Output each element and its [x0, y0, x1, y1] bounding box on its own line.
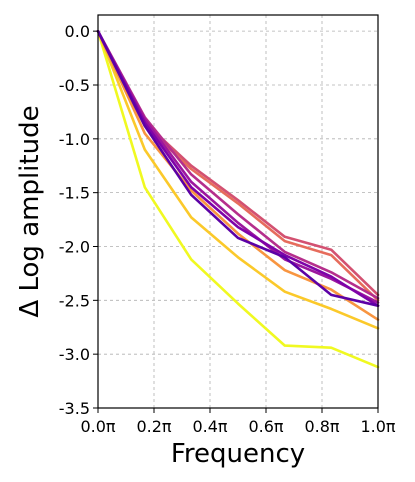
x-tick-label: 0.0π: [80, 417, 115, 436]
series-line-3: [96, 29, 380, 322]
x-tick-label: 0.4π: [192, 417, 227, 436]
series-line-5: [96, 29, 380, 297]
y-tick-label: -1.0: [59, 130, 90, 149]
series-line-4: [96, 29, 380, 302]
x-axis-title: Frequency: [171, 439, 305, 469]
y-tick-label: -3.5: [59, 399, 90, 418]
y-tick-label: 0.0: [65, 22, 90, 41]
y-tick-label: -2.5: [59, 291, 90, 310]
y-tick-label: -3.0: [59, 345, 90, 364]
series-lines: [96, 29, 380, 369]
plot-frame: [97, 14, 379, 409]
y-axis-title: Δ Log amplitude: [15, 105, 45, 317]
x-tick-label: 0.8π: [304, 417, 339, 436]
ticks: 0.0 -0.5 -1.0 -1.5 -2.0 -2.5 -3.0 -3.50.0π 0.2π 0…: [59, 22, 396, 436]
series-line-9: [96, 29, 380, 308]
y-tick-label: -2.0: [59, 237, 90, 256]
y-tick-label: -0.5: [59, 76, 90, 95]
x-tick-label: 0.6π: [248, 417, 283, 436]
x-tick-label: 1.0π: [360, 417, 395, 436]
y-tick-label: -1.5: [59, 184, 90, 203]
series-line-1: [96, 29, 380, 369]
x-tick-label: 0.2π: [136, 417, 171, 436]
series-line-2: [96, 29, 380, 330]
series-line-7: [96, 29, 380, 304]
series-line-8: [96, 29, 380, 308]
